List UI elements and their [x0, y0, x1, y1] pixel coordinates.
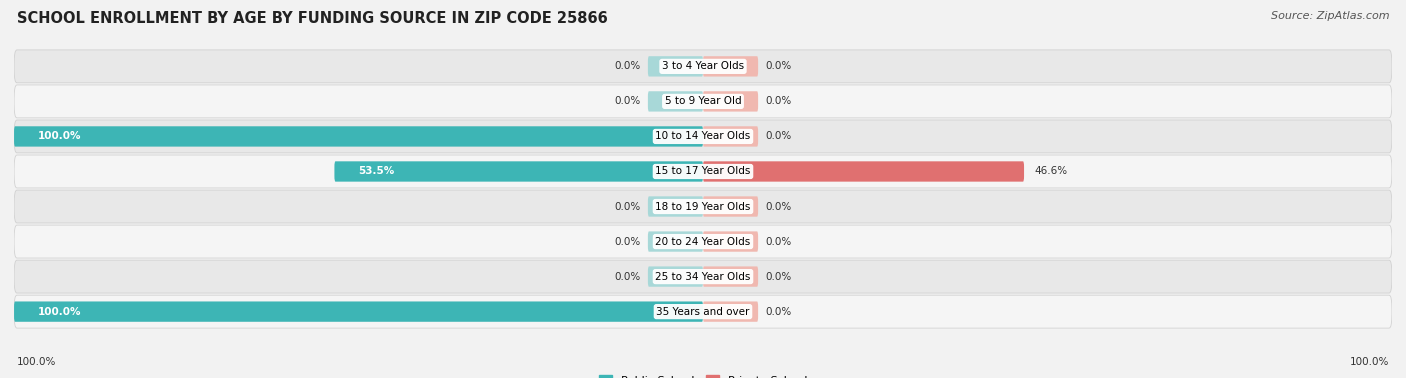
FancyBboxPatch shape: [703, 196, 758, 217]
Text: 100.0%: 100.0%: [38, 307, 82, 317]
Text: 0.0%: 0.0%: [765, 61, 792, 71]
Text: 15 to 17 Year Olds: 15 to 17 Year Olds: [655, 166, 751, 177]
FancyBboxPatch shape: [14, 50, 1392, 83]
Text: 10 to 14 Year Olds: 10 to 14 Year Olds: [655, 132, 751, 141]
Text: Source: ZipAtlas.com: Source: ZipAtlas.com: [1271, 11, 1389, 21]
FancyBboxPatch shape: [14, 155, 1392, 188]
FancyBboxPatch shape: [14, 295, 1392, 328]
FancyBboxPatch shape: [335, 161, 703, 182]
FancyBboxPatch shape: [703, 302, 758, 322]
FancyBboxPatch shape: [648, 231, 703, 252]
Text: 18 to 19 Year Olds: 18 to 19 Year Olds: [655, 201, 751, 212]
FancyBboxPatch shape: [703, 161, 1024, 182]
FancyBboxPatch shape: [703, 91, 758, 112]
Text: 0.0%: 0.0%: [614, 96, 641, 107]
Text: 35 Years and over: 35 Years and over: [657, 307, 749, 317]
Text: 100.0%: 100.0%: [38, 132, 82, 141]
Text: 100.0%: 100.0%: [1350, 357, 1389, 367]
FancyBboxPatch shape: [14, 260, 1392, 293]
Legend: Public School, Private School: Public School, Private School: [595, 371, 811, 378]
FancyBboxPatch shape: [703, 126, 758, 147]
FancyBboxPatch shape: [648, 266, 703, 287]
FancyBboxPatch shape: [648, 56, 703, 76]
FancyBboxPatch shape: [14, 126, 703, 147]
Text: 0.0%: 0.0%: [765, 237, 792, 246]
Text: 0.0%: 0.0%: [765, 271, 792, 282]
Text: 0.0%: 0.0%: [614, 237, 641, 246]
FancyBboxPatch shape: [14, 302, 703, 322]
FancyBboxPatch shape: [14, 225, 1392, 258]
FancyBboxPatch shape: [648, 196, 703, 217]
Text: 46.6%: 46.6%: [1035, 166, 1067, 177]
FancyBboxPatch shape: [648, 91, 703, 112]
Text: 0.0%: 0.0%: [765, 201, 792, 212]
Text: 0.0%: 0.0%: [765, 132, 792, 141]
Text: 20 to 24 Year Olds: 20 to 24 Year Olds: [655, 237, 751, 246]
Text: 25 to 34 Year Olds: 25 to 34 Year Olds: [655, 271, 751, 282]
Text: 0.0%: 0.0%: [765, 96, 792, 107]
Text: 0.0%: 0.0%: [614, 271, 641, 282]
FancyBboxPatch shape: [703, 56, 758, 76]
Text: 0.0%: 0.0%: [614, 61, 641, 71]
FancyBboxPatch shape: [14, 120, 1392, 153]
Text: 3 to 4 Year Olds: 3 to 4 Year Olds: [662, 61, 744, 71]
Text: 0.0%: 0.0%: [614, 201, 641, 212]
Text: SCHOOL ENROLLMENT BY AGE BY FUNDING SOURCE IN ZIP CODE 25866: SCHOOL ENROLLMENT BY AGE BY FUNDING SOUR…: [17, 11, 607, 26]
FancyBboxPatch shape: [14, 190, 1392, 223]
Text: 5 to 9 Year Old: 5 to 9 Year Old: [665, 96, 741, 107]
FancyBboxPatch shape: [703, 231, 758, 252]
FancyBboxPatch shape: [703, 266, 758, 287]
FancyBboxPatch shape: [14, 85, 1392, 118]
Text: 100.0%: 100.0%: [17, 357, 56, 367]
Text: 53.5%: 53.5%: [359, 166, 395, 177]
Text: 0.0%: 0.0%: [765, 307, 792, 317]
